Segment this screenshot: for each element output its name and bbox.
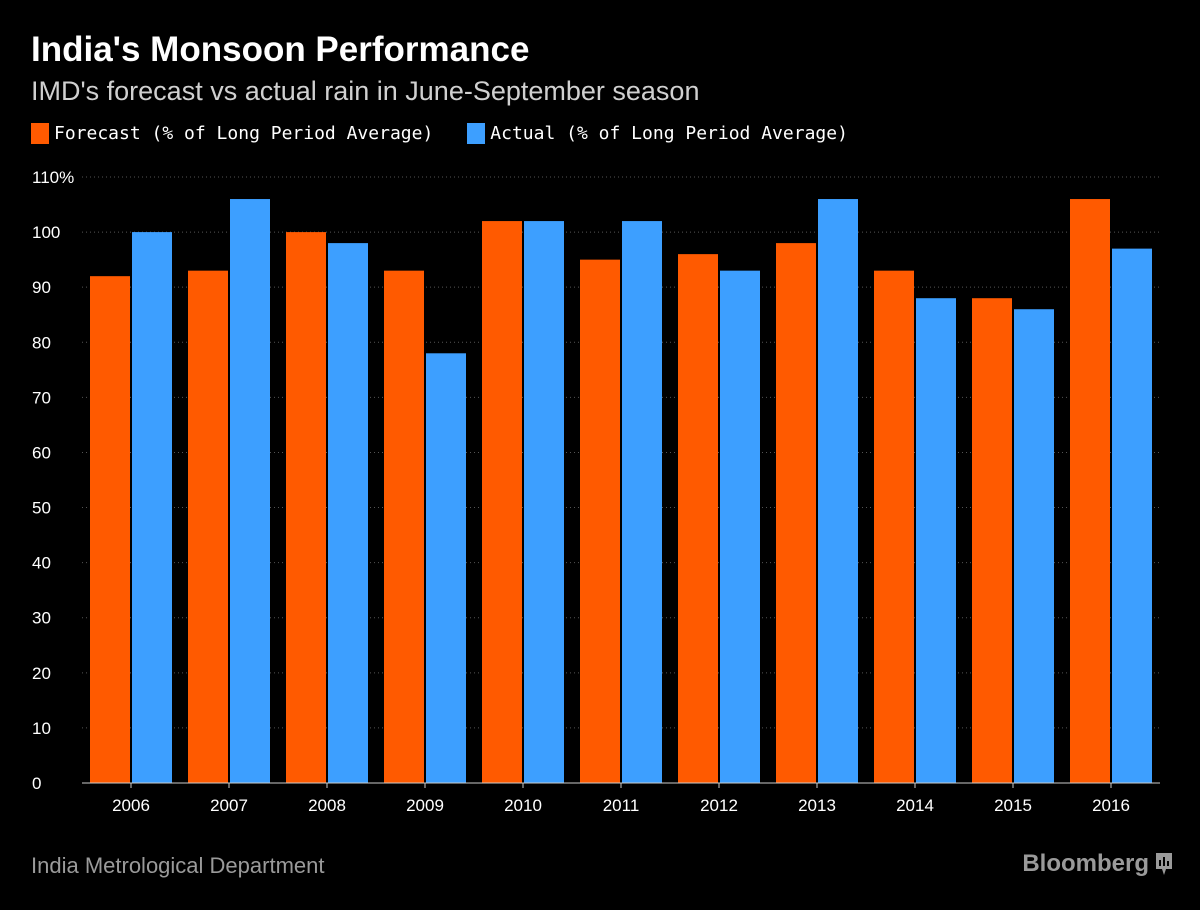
- legend-swatch-forecast: [31, 123, 49, 144]
- legend-item-forecast: Forecast (% of Long Period Average): [31, 123, 433, 144]
- y-tick-label: 80: [32, 333, 51, 352]
- bar-forecast: [188, 270, 228, 783]
- legend-item-actual: Actual (% of Long Period Average): [467, 123, 848, 144]
- x-tick-label: 2014: [896, 796, 934, 815]
- brand-name: Bloomberg: [1022, 850, 1149, 877]
- y-tick-label: 90: [32, 278, 51, 297]
- bar-actual: [818, 199, 858, 783]
- bar-actual: [426, 353, 466, 783]
- bar-actual: [524, 221, 564, 783]
- y-tick-label: 10: [32, 719, 51, 738]
- legend-label-actual: Actual (% of Long Period Average): [490, 123, 848, 144]
- source-note: India Metrological Department: [31, 853, 325, 878]
- chart-subtitle: IMD's forecast vs actual rain in June-Se…: [31, 76, 700, 106]
- y-tick-label: 70: [32, 388, 51, 407]
- bar-forecast: [874, 270, 914, 783]
- y-tick-label: 60: [32, 443, 51, 462]
- x-tick-label: 2015: [994, 796, 1032, 815]
- bar-forecast: [1070, 199, 1110, 783]
- brand-logo: Bloomberg: [1022, 850, 1173, 878]
- x-tick-label: 2007: [210, 796, 248, 815]
- y-tick-label: 50: [32, 499, 51, 518]
- x-tick-label: 2012: [700, 796, 738, 815]
- x-tick-label: 2006: [112, 796, 150, 815]
- legend-swatch-actual: [467, 123, 486, 144]
- bar-forecast: [384, 270, 424, 783]
- bar-actual: [622, 221, 662, 783]
- x-tick-label: 2010: [504, 796, 542, 815]
- y-tick-label: 20: [32, 664, 51, 683]
- bar-actual: [132, 232, 172, 783]
- y-tick-label: 40: [32, 554, 51, 573]
- bar-actual: [916, 298, 956, 783]
- bar-forecast: [286, 232, 326, 783]
- bar-forecast: [678, 254, 718, 784]
- bar-actual: [230, 199, 270, 783]
- y-tick-label: 110%: [32, 168, 74, 187]
- bar-forecast: [482, 221, 522, 783]
- x-tick-label: 2008: [308, 796, 346, 815]
- legend-label-forecast: Forecast (% of Long Period Average): [54, 123, 434, 144]
- bar-forecast: [90, 276, 130, 783]
- chart-legend: Forecast (% of Long Period Average) Actu…: [31, 123, 882, 144]
- chart-title: India's Monsoon Performance: [31, 30, 530, 69]
- y-tick-label: 100: [32, 223, 60, 242]
- bar-actual: [1112, 248, 1152, 784]
- bar-forecast: [580, 259, 620, 783]
- x-tick-label: 2016: [1092, 796, 1130, 815]
- y-tick-label: 30: [32, 609, 51, 628]
- y-tick-label: 0: [32, 774, 41, 793]
- bar-forecast: [972, 298, 1012, 783]
- bar-actual: [1014, 309, 1054, 783]
- x-tick-label: 2011: [603, 796, 640, 815]
- x-tick-label: 2009: [406, 796, 444, 815]
- bar-actual: [328, 243, 368, 784]
- bloomberg-chart-icon: [1156, 853, 1172, 875]
- bar-actual: [720, 270, 760, 783]
- bar-forecast: [776, 243, 816, 784]
- x-tick-label: 2013: [798, 796, 836, 815]
